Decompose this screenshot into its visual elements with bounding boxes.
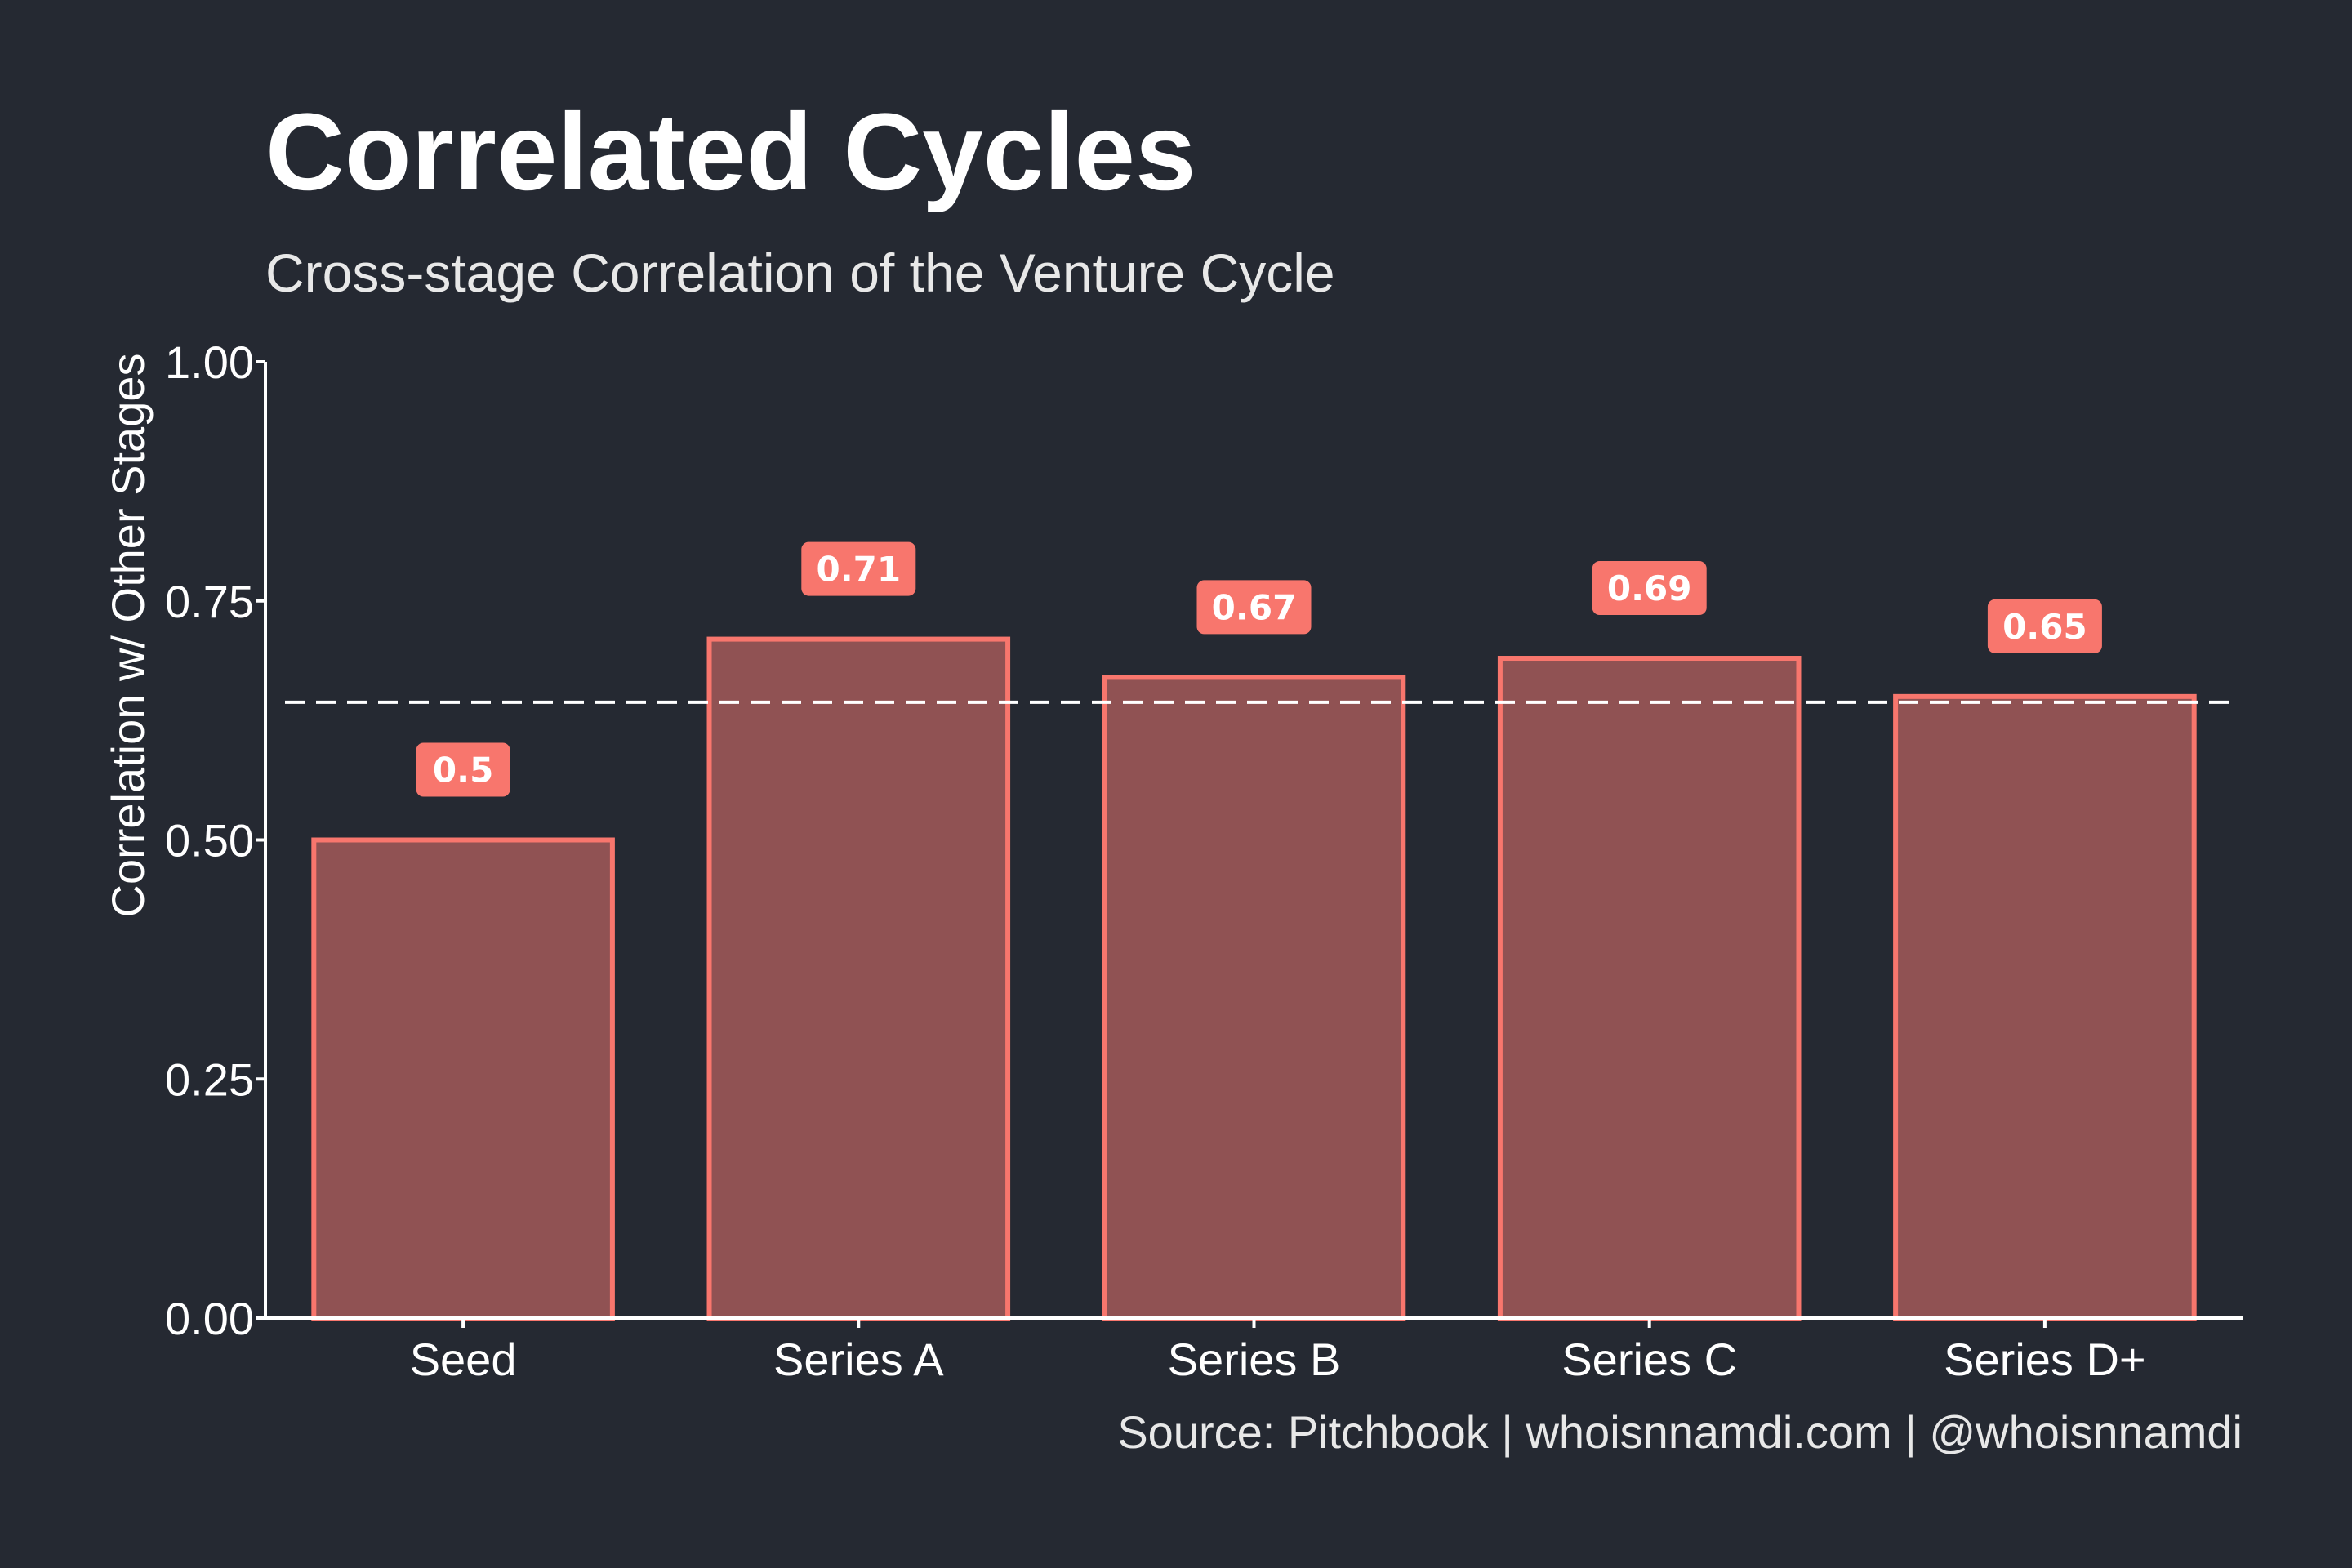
data-label-box — [801, 541, 916, 596]
x-tick-label: Series B — [1168, 1334, 1341, 1385]
y-tick-label: 0.00 — [165, 1293, 254, 1344]
x-tick-label: Series A — [773, 1334, 944, 1385]
data-label-box — [1987, 599, 2102, 653]
data-label: 0.69 — [1607, 568, 1692, 608]
data-label-box — [1196, 580, 1312, 635]
data-label-box — [416, 742, 510, 797]
bar-series-c — [1497, 656, 1802, 1321]
bar-series-a — [706, 636, 1011, 1321]
data-label: 0.67 — [1212, 587, 1297, 627]
chart-title: Correlated Cycles — [265, 91, 1196, 213]
y-tick-label: 0.75 — [165, 576, 254, 627]
x-tick-label: Series D+ — [1944, 1334, 2145, 1385]
y-tick-label: 0.50 — [165, 815, 254, 866]
x-tick-label: Seed — [410, 1334, 517, 1385]
chart-caption: Source: Pitchbook | whoisnnamdi.com | @w… — [1117, 1406, 2243, 1458]
y-tick-label: 0.25 — [165, 1054, 254, 1105]
data-label: 0.71 — [816, 550, 901, 590]
x-tick-label: Series C — [1561, 1334, 1737, 1385]
data-label: 0.5 — [433, 751, 493, 791]
bar-seed — [311, 837, 615, 1321]
y-tick-label: 1.00 — [165, 336, 254, 388]
data-label-box — [1592, 561, 1707, 616]
chart-subtitle: Cross-stage Correlation of the Venture C… — [265, 243, 1335, 303]
y-axis-label: Correlation w/ Other Stages — [102, 354, 154, 918]
bar-series-d- — [1893, 693, 2197, 1321]
bar-series-b — [1102, 675, 1406, 1321]
plot-area: 0.00 0.25 0.50 0.75 1.00 Seed Series A Series B… — [165, 336, 2243, 1385]
data-label: 0.65 — [2002, 607, 2087, 647]
